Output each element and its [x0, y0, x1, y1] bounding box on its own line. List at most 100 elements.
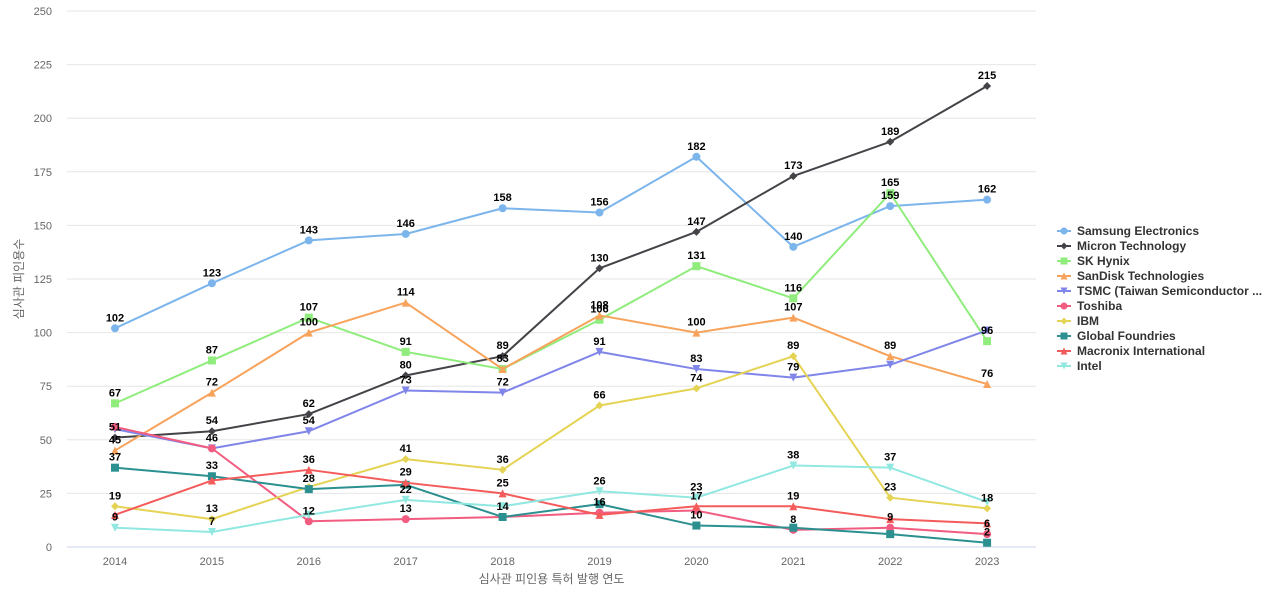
data-point[interactable]	[692, 227, 701, 236]
data-point[interactable]	[401, 515, 410, 524]
data-point[interactable]	[886, 463, 895, 472]
data-point[interactable]	[111, 463, 119, 472]
data-point[interactable]	[111, 523, 119, 532]
data-point[interactable]	[595, 487, 604, 496]
data-point[interactable]	[111, 502, 119, 511]
data-point[interactable]	[401, 347, 410, 356]
data-point[interactable]	[498, 502, 507, 511]
data-point[interactable]	[111, 446, 119, 455]
data-point[interactable]	[595, 510, 604, 519]
data-point[interactable]	[886, 530, 895, 539]
data-point[interactable]	[207, 527, 216, 536]
data-point[interactable]	[789, 352, 798, 361]
data-point[interactable]	[692, 521, 701, 530]
data-point[interactable]	[207, 427, 216, 436]
data-point[interactable]	[789, 313, 798, 322]
data-point[interactable]	[304, 510, 313, 519]
data-point[interactable]	[401, 455, 410, 464]
data-point[interactable]	[111, 510, 119, 519]
data-point[interactable]	[886, 523, 895, 532]
data-point[interactable]	[401, 478, 410, 487]
data-point[interactable]	[789, 523, 798, 532]
data-point[interactable]	[304, 465, 313, 474]
data-point[interactable]	[498, 388, 507, 397]
data-point[interactable]	[401, 495, 410, 504]
data-point[interactable]	[692, 502, 701, 511]
data-point[interactable]	[304, 517, 313, 526]
data-point[interactable]	[983, 326, 992, 335]
data-point[interactable]	[401, 298, 410, 307]
data-point[interactable]	[595, 264, 604, 273]
data-point[interactable]	[207, 356, 216, 365]
data-point[interactable]	[886, 202, 895, 211]
data-point[interactable]	[207, 279, 216, 288]
data-point[interactable]	[304, 410, 313, 419]
data-point[interactable]	[886, 515, 895, 524]
data-point[interactable]	[304, 236, 313, 245]
data-point[interactable]	[692, 152, 701, 161]
data-point[interactable]	[207, 476, 216, 485]
data-point[interactable]	[789, 373, 798, 382]
data-point[interactable]	[983, 497, 992, 506]
legend-item[interactable]: Intel	[1057, 359, 1102, 373]
data-point[interactable]	[207, 444, 216, 453]
data-point[interactable]	[111, 324, 119, 333]
data-point[interactable]	[498, 512, 507, 521]
legend-item[interactable]: SanDisk Technologies	[1057, 269, 1204, 283]
data-point[interactable]	[692, 493, 701, 502]
data-point[interactable]	[207, 472, 216, 481]
data-point[interactable]	[595, 347, 604, 356]
data-point[interactable]	[692, 328, 701, 337]
data-point[interactable]	[692, 262, 701, 271]
data-point[interactable]	[401, 229, 410, 238]
data-point[interactable]	[111, 433, 119, 442]
data-point[interactable]	[304, 427, 313, 436]
data-point[interactable]	[498, 352, 507, 361]
data-point[interactable]	[595, 401, 604, 410]
data-point[interactable]	[983, 82, 992, 91]
data-point[interactable]	[498, 204, 507, 213]
data-point[interactable]	[886, 360, 895, 369]
data-point[interactable]	[498, 489, 507, 498]
legend-item[interactable]: Samsung Electronics	[1057, 224, 1199, 238]
data-point[interactable]	[789, 242, 798, 251]
legend-item[interactable]: Micron Technology	[1057, 239, 1186, 253]
data-point[interactable]	[789, 294, 798, 303]
data-point[interactable]	[983, 538, 992, 547]
data-point[interactable]	[983, 380, 992, 389]
data-point[interactable]	[886, 493, 895, 502]
data-point[interactable]	[789, 461, 798, 470]
legend-item[interactable]: SK Hynix	[1057, 254, 1130, 268]
data-point[interactable]	[983, 519, 992, 528]
data-point[interactable]	[304, 485, 313, 494]
legend-item[interactable]: Toshiba	[1057, 299, 1122, 313]
data-point[interactable]	[692, 384, 701, 393]
data-point[interactable]	[111, 422, 119, 431]
data-point[interactable]	[207, 388, 216, 397]
data-point[interactable]	[886, 352, 895, 361]
data-point[interactable]	[498, 365, 507, 374]
data-point[interactable]	[595, 311, 604, 320]
data-point[interactable]	[692, 365, 701, 374]
data-point[interactable]	[983, 530, 992, 539]
data-point[interactable]	[304, 313, 313, 322]
data-point[interactable]	[595, 208, 604, 217]
data-point[interactable]	[207, 515, 216, 524]
data-point[interactable]	[595, 315, 604, 324]
data-point[interactable]	[789, 502, 798, 511]
data-point[interactable]	[886, 189, 895, 198]
legend-item[interactable]: Global Foundries	[1057, 329, 1176, 343]
data-point[interactable]	[983, 504, 992, 513]
data-point[interactable]	[983, 337, 992, 346]
data-point[interactable]	[401, 371, 410, 380]
data-point[interactable]	[886, 137, 895, 146]
data-point[interactable]	[595, 500, 604, 509]
data-point[interactable]	[111, 399, 119, 408]
data-point[interactable]	[401, 386, 410, 395]
data-point[interactable]	[498, 465, 507, 474]
legend-item[interactable]: IBM	[1057, 314, 1099, 328]
legend-item[interactable]: Macronix International	[1057, 344, 1205, 358]
data-point[interactable]	[983, 195, 992, 204]
data-point[interactable]	[789, 172, 798, 181]
legend-item[interactable]: TSMC (Taiwan Semiconductor ...	[1057, 284, 1262, 298]
